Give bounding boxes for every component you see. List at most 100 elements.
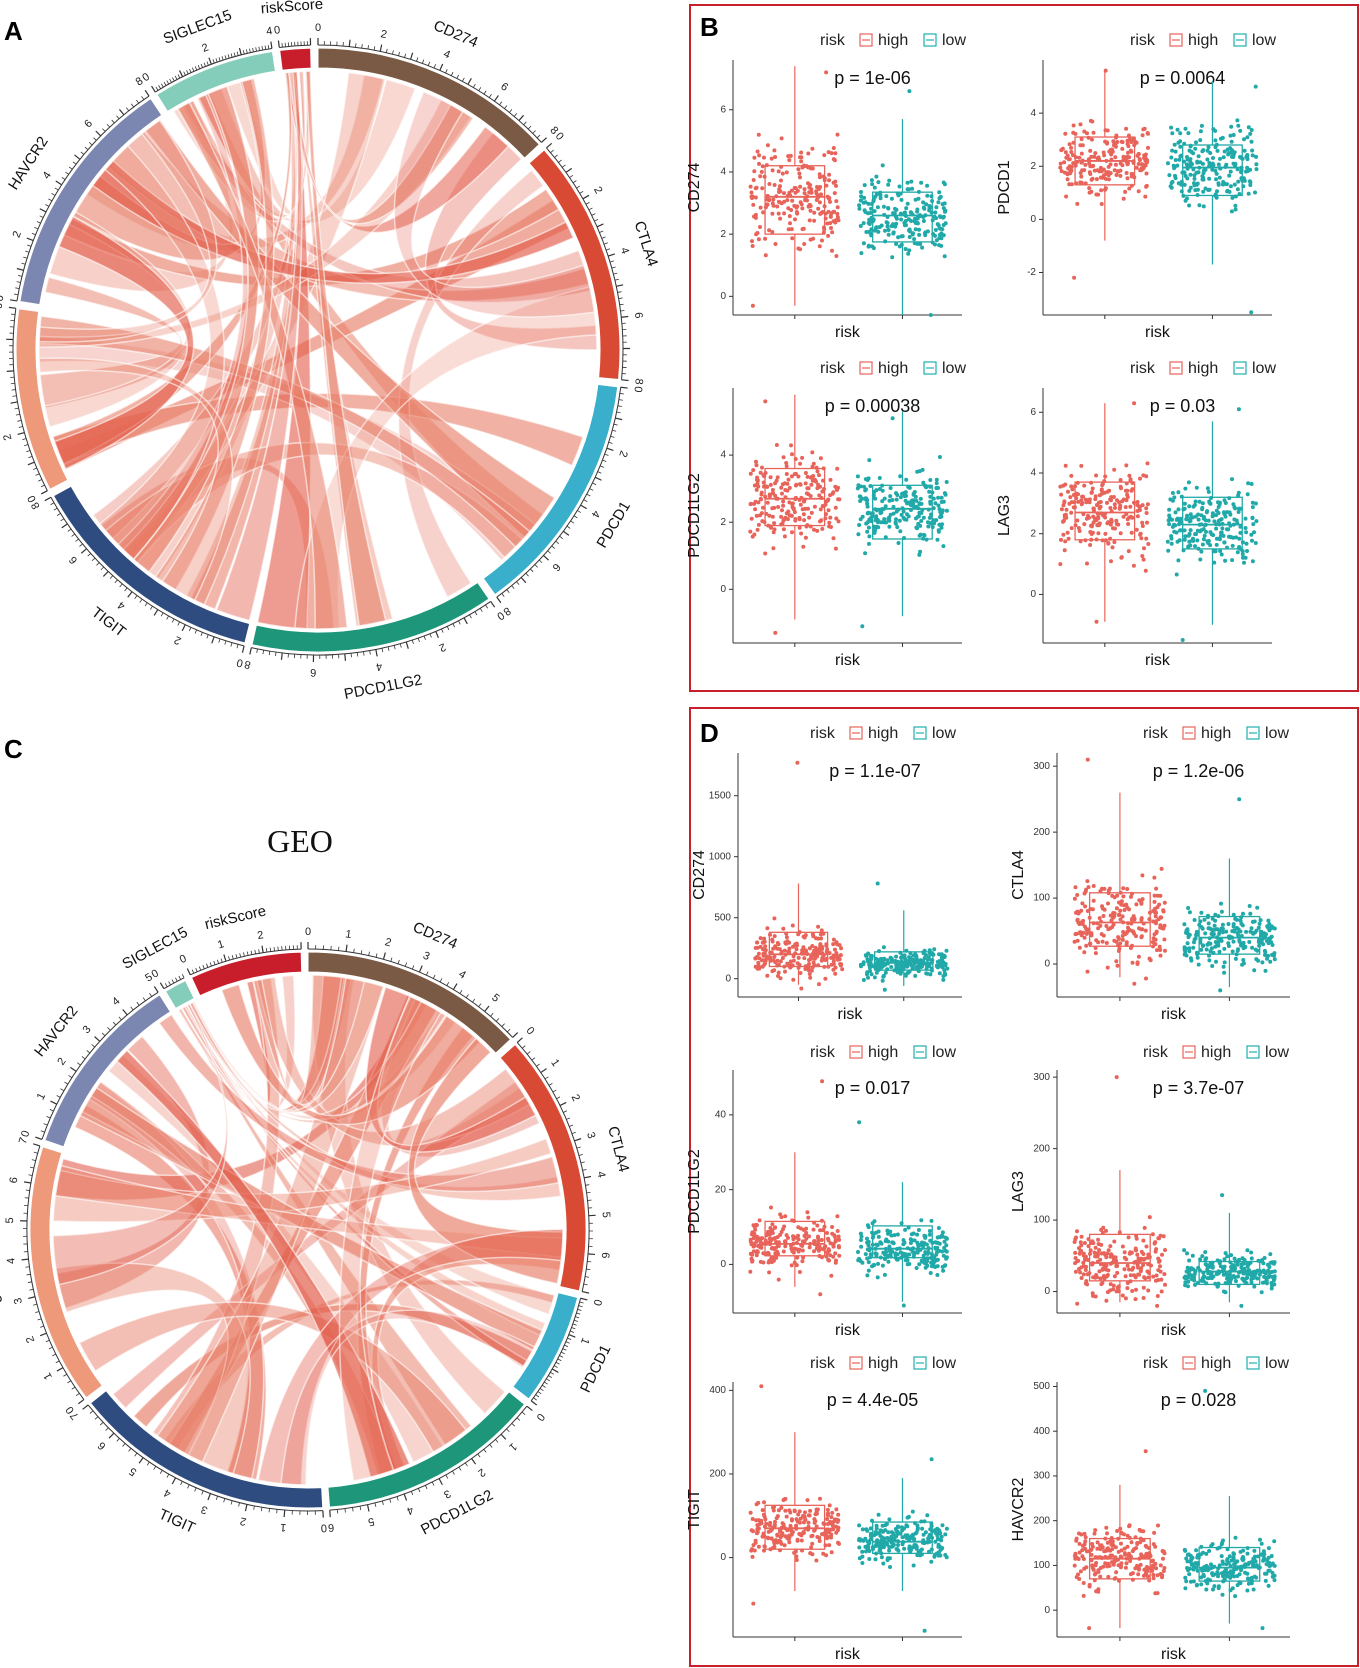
point-low <box>866 975 870 980</box>
point-high <box>829 955 834 960</box>
axis-tick <box>86 1050 91 1054</box>
point-low <box>943 1263 948 1268</box>
sector-label: SIGLEC15 <box>161 7 234 48</box>
point-low <box>903 973 908 978</box>
point-high <box>1101 512 1106 517</box>
point-high <box>1136 189 1141 194</box>
sector-axis <box>530 1298 582 1402</box>
point-low <box>903 210 907 215</box>
box-low <box>872 1225 933 1259</box>
tick-label: 5 <box>367 1515 376 1528</box>
point-high <box>804 1230 809 1235</box>
point-low <box>1217 949 1222 954</box>
point-high <box>767 198 772 203</box>
point-high <box>1083 162 1088 167</box>
point-high <box>1093 946 1098 950</box>
point-high <box>1101 1225 1106 1230</box>
axis-tick <box>606 248 611 251</box>
tick-label: 4 <box>375 660 383 673</box>
chord-link <box>158 1013 560 1193</box>
point-high <box>1112 1274 1117 1279</box>
point-high <box>803 948 808 953</box>
point-high <box>831 937 836 942</box>
point-high <box>1059 492 1064 497</box>
point-high <box>1127 515 1132 520</box>
point-low <box>918 532 923 537</box>
point-high <box>782 191 786 196</box>
sector-label: SIGLEC15 <box>119 924 190 973</box>
point-low <box>1182 501 1187 506</box>
point-low <box>874 524 879 529</box>
point-high <box>770 1222 775 1227</box>
point-low <box>1269 934 1274 939</box>
point-low <box>873 228 878 233</box>
point-low <box>874 1523 879 1528</box>
point-low <box>1221 964 1226 969</box>
point-low <box>937 196 942 201</box>
point-high <box>826 1236 830 1241</box>
point-high <box>1125 905 1130 910</box>
point-low <box>942 954 947 959</box>
point-high <box>773 944 778 949</box>
point-low <box>939 495 944 500</box>
point-high <box>1154 921 1158 926</box>
point-high <box>1161 909 1166 914</box>
y-tick-label: 100 <box>1033 893 1050 904</box>
point-low <box>929 1218 934 1223</box>
point-low <box>1269 924 1274 929</box>
point-high <box>829 1550 834 1555</box>
tick-label: 0 <box>236 656 245 669</box>
point-low <box>1253 190 1257 195</box>
point-low <box>1245 135 1250 140</box>
point-high <box>1114 939 1119 944</box>
axis-tick <box>445 1474 449 1479</box>
point-low <box>944 508 949 513</box>
point-high <box>770 488 775 492</box>
tick-label: 2 <box>383 936 392 949</box>
axis-tick <box>27 461 35 466</box>
point-high <box>818 1292 823 1297</box>
point-low <box>858 484 863 489</box>
point-low <box>1241 940 1246 945</box>
point-high <box>768 475 773 480</box>
point-low <box>881 974 886 979</box>
axis-tick <box>439 63 444 71</box>
point-low <box>926 520 930 525</box>
point-low <box>864 953 869 958</box>
axis-tick <box>71 533 76 537</box>
point-high <box>1081 1272 1086 1277</box>
axis-tick <box>559 1355 564 1358</box>
point-high <box>1062 170 1067 175</box>
x-axis-label: risk <box>1161 1006 1187 1023</box>
point-high <box>1086 513 1090 518</box>
point-high <box>1075 201 1080 206</box>
point-low <box>1192 173 1197 178</box>
tick-label: 2 <box>591 185 604 196</box>
point-low <box>1201 527 1206 532</box>
point-high <box>809 1545 814 1550</box>
point-high <box>759 1384 764 1389</box>
point-low <box>1220 526 1225 531</box>
point-high <box>1079 1276 1084 1280</box>
axis-tick <box>191 969 195 974</box>
point-low <box>1198 1257 1203 1262</box>
axis-tick <box>258 46 260 51</box>
point-low <box>1198 129 1203 134</box>
point-high <box>781 499 786 504</box>
point-high <box>806 1513 811 1518</box>
point-low <box>1240 1276 1245 1281</box>
point-low <box>927 204 932 208</box>
point-high <box>833 1251 838 1256</box>
point-high <box>1059 169 1064 174</box>
point-low <box>1261 1261 1266 1266</box>
point-high <box>802 935 807 940</box>
point-low <box>868 484 873 488</box>
x-axis-label: risk <box>838 1006 864 1023</box>
point-high <box>1134 527 1139 532</box>
y-tick-label: 4 <box>1030 108 1036 119</box>
axis-tick <box>477 1453 481 1458</box>
chord-link <box>116 93 249 561</box>
point-high <box>1158 1264 1162 1269</box>
point-high <box>771 1505 775 1510</box>
point-low <box>1240 549 1245 554</box>
